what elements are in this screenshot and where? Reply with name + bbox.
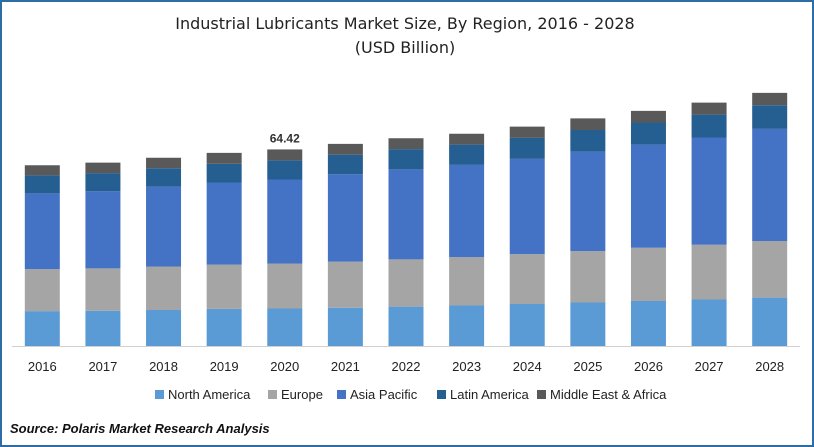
legend-label: Europe <box>281 387 323 402</box>
bar-2025-north-america <box>570 302 606 346</box>
bar-2023-middle-east-africa <box>449 133 485 145</box>
bar-2027-north-america <box>691 299 727 346</box>
bar-2016-europe <box>24 269 60 312</box>
bar-2028-asia-pacific <box>752 128 788 241</box>
bar-2016-middle-east-africa <box>24 165 60 176</box>
x-tick-label: 2018 <box>149 359 178 374</box>
bar-2023-asia-pacific <box>449 164 485 258</box>
bar-2020-latin-america <box>267 160 303 180</box>
bar-2018-latin-america <box>146 168 182 187</box>
bar-2025-europe <box>570 251 606 303</box>
x-tick-label: 2019 <box>210 359 239 374</box>
x-tick-label: 2027 <box>695 359 724 374</box>
legend-label: Latin America <box>450 387 530 402</box>
bar-2026-north-america <box>630 301 666 346</box>
bar-2016-asia-pacific <box>24 193 60 270</box>
legend-swatch <box>337 390 346 399</box>
x-tick-label: 2021 <box>331 359 360 374</box>
bar-2021-north-america <box>327 307 363 346</box>
bar-2026-europe <box>630 247 666 301</box>
bar-2028-north-america <box>752 297 788 346</box>
bar-2027-europe <box>691 244 727 300</box>
x-tick-label: 2024 <box>513 359 542 374</box>
x-tick-label: 2028 <box>755 359 784 374</box>
legend-swatch <box>537 390 546 399</box>
bar-2024-latin-america <box>509 137 545 159</box>
bar-2023-europe <box>449 257 485 306</box>
bar-2019-middle-east-africa <box>206 152 242 164</box>
bar-2016-latin-america <box>24 175 60 194</box>
bar-2025-asia-pacific <box>570 151 606 252</box>
x-tick-label: 2023 <box>452 359 481 374</box>
bar-2022-asia-pacific <box>388 169 424 260</box>
bar-2028-middle-east-africa <box>752 92 788 106</box>
bar-2018-middle-east-africa <box>146 157 182 169</box>
legend-swatch <box>268 390 277 399</box>
bar-2023-latin-america <box>449 144 485 165</box>
bar-2021-europe <box>327 261 363 308</box>
bar-2026-middle-east-africa <box>630 110 666 123</box>
bar-2017-middle-east-africa <box>85 162 121 174</box>
bar-2024-asia-pacific <box>509 158 545 255</box>
bar-2024-europe <box>509 254 545 304</box>
chart-title: Industrial Lubricants Market Size, By Re… <box>175 14 635 33</box>
bar-2021-middle-east-africa <box>327 143 363 155</box>
legend-swatch <box>155 390 164 399</box>
x-tick-label: 2017 <box>88 359 117 374</box>
bar-2018-europe <box>146 266 182 310</box>
bar-2022-latin-america <box>388 149 424 170</box>
x-tick-label: 2022 <box>392 359 421 374</box>
bar-2023-north-america <box>449 305 485 346</box>
x-tick-label: 2025 <box>573 359 602 374</box>
bar-2027-asia-pacific <box>691 137 727 245</box>
bar-2020-middle-east-africa <box>267 149 303 161</box>
data-label: 64.42 <box>270 131 300 145</box>
chart-subtitle: (USD Billion) <box>354 38 456 57</box>
bar-2024-middle-east-africa <box>509 126 545 138</box>
bar-2018-asia-pacific <box>146 186 182 267</box>
bar-2028-europe <box>752 241 788 298</box>
x-tick-label: 2016 <box>28 359 57 374</box>
bar-2019-asia-pacific <box>206 182 242 265</box>
legend-label: North America <box>168 387 251 402</box>
bar-2019-latin-america <box>206 163 242 183</box>
bar-2027-middle-east-africa <box>691 102 727 115</box>
x-tick-label: 2020 <box>270 359 299 374</box>
bar-2016-north-america <box>24 311 60 346</box>
bar-2021-asia-pacific <box>327 174 363 262</box>
bar-2019-north-america <box>206 308 242 346</box>
bar-2025-latin-america <box>570 130 606 152</box>
bar-2017-latin-america <box>85 173 121 192</box>
bar-2018-north-america <box>146 310 182 346</box>
bar-2026-latin-america <box>630 122 666 145</box>
source-note: Source: Polaris Market Research Analysis <box>10 421 270 436</box>
bar-2022-europe <box>388 259 424 307</box>
bar-2024-north-america <box>509 304 545 346</box>
bar-2020-asia-pacific <box>267 179 303 264</box>
bar-2022-middle-east-africa <box>388 138 424 150</box>
bar-2022-north-america <box>388 306 424 346</box>
bar-2017-europe <box>85 268 121 311</box>
bar-2026-asia-pacific <box>630 144 666 248</box>
bar-2017-north-america <box>85 310 121 346</box>
bar-2017-asia-pacific <box>85 191 121 269</box>
legend-label: Middle East & Africa <box>550 387 667 402</box>
bar-2019-europe <box>206 264 242 309</box>
legend-label: Asia Pacific <box>350 387 418 402</box>
bar-2025-middle-east-africa <box>570 118 606 130</box>
bar-2020-europe <box>267 263 303 309</box>
legend-swatch <box>437 390 446 399</box>
x-tick-label: 2026 <box>634 359 663 374</box>
bar-2021-latin-america <box>327 154 363 175</box>
bar-2027-latin-america <box>691 114 727 138</box>
bar-2028-latin-america <box>752 105 788 129</box>
bar-2020-north-america <box>267 308 303 346</box>
